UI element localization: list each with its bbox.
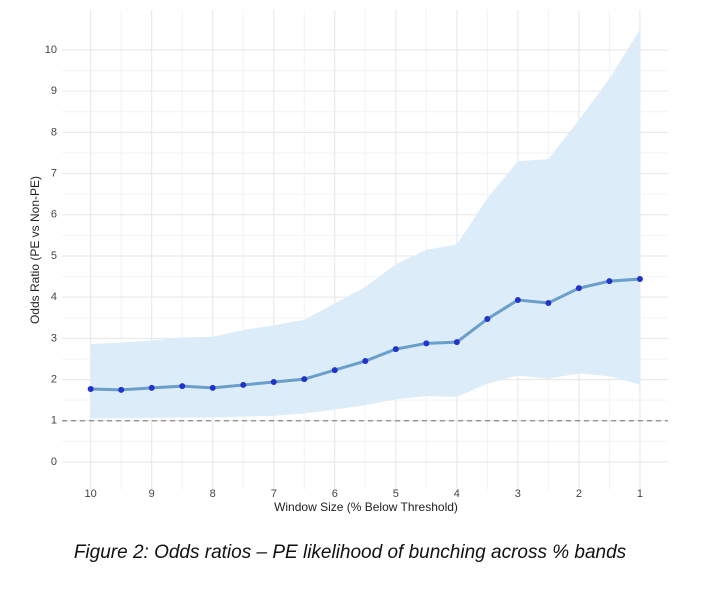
- point: [118, 386, 125, 393]
- point: [362, 358, 369, 365]
- point: [331, 367, 338, 374]
- y-tick-label: 10: [45, 44, 57, 56]
- x-tick-label: 7: [271, 488, 277, 500]
- y-tick-label: 2: [51, 373, 57, 385]
- point: [545, 299, 552, 306]
- y-tick-label: 7: [51, 167, 57, 179]
- x-tick-label: 6: [332, 488, 338, 500]
- y-tick-label: 5: [51, 250, 57, 262]
- y-tick-label: 6: [51, 209, 57, 221]
- x-tick-label: 4: [454, 488, 460, 500]
- point: [575, 285, 582, 292]
- point: [453, 339, 460, 346]
- x-axis-title: Window Size (% Below Threshold): [274, 500, 458, 514]
- x-tick-label: 2: [576, 488, 582, 500]
- x-tick-label: 1: [637, 488, 643, 500]
- point: [87, 386, 94, 393]
- x-tick-label: 9: [149, 488, 155, 500]
- y-tick-label: 4: [51, 291, 57, 303]
- confidence-band: [90, 29, 640, 419]
- point: [179, 383, 186, 390]
- point: [423, 340, 430, 347]
- y-tick-label: 3: [51, 332, 57, 344]
- y-tick-label: 9: [51, 85, 57, 97]
- x-tick-label: 5: [393, 488, 399, 500]
- point: [209, 384, 216, 391]
- point: [301, 376, 308, 383]
- y-axis-title: Odds Ratio (PE vs Non-PE): [28, 176, 42, 324]
- x-tick-label: 8: [210, 488, 216, 500]
- point: [514, 297, 521, 304]
- point: [484, 316, 491, 323]
- caption: Figure 2: Odds ratios – PE likelihood of…: [74, 542, 627, 563]
- point: [606, 278, 613, 285]
- y-tick-label: 1: [51, 415, 57, 427]
- y-tick-label: 8: [51, 126, 57, 138]
- point: [240, 381, 247, 388]
- point: [148, 384, 155, 391]
- point: [636, 276, 643, 283]
- x-tick-label: 10: [85, 488, 97, 500]
- point: [270, 379, 277, 386]
- y-tick-label: 0: [51, 456, 57, 468]
- point: [392, 346, 399, 353]
- x-tick-label: 3: [515, 488, 521, 500]
